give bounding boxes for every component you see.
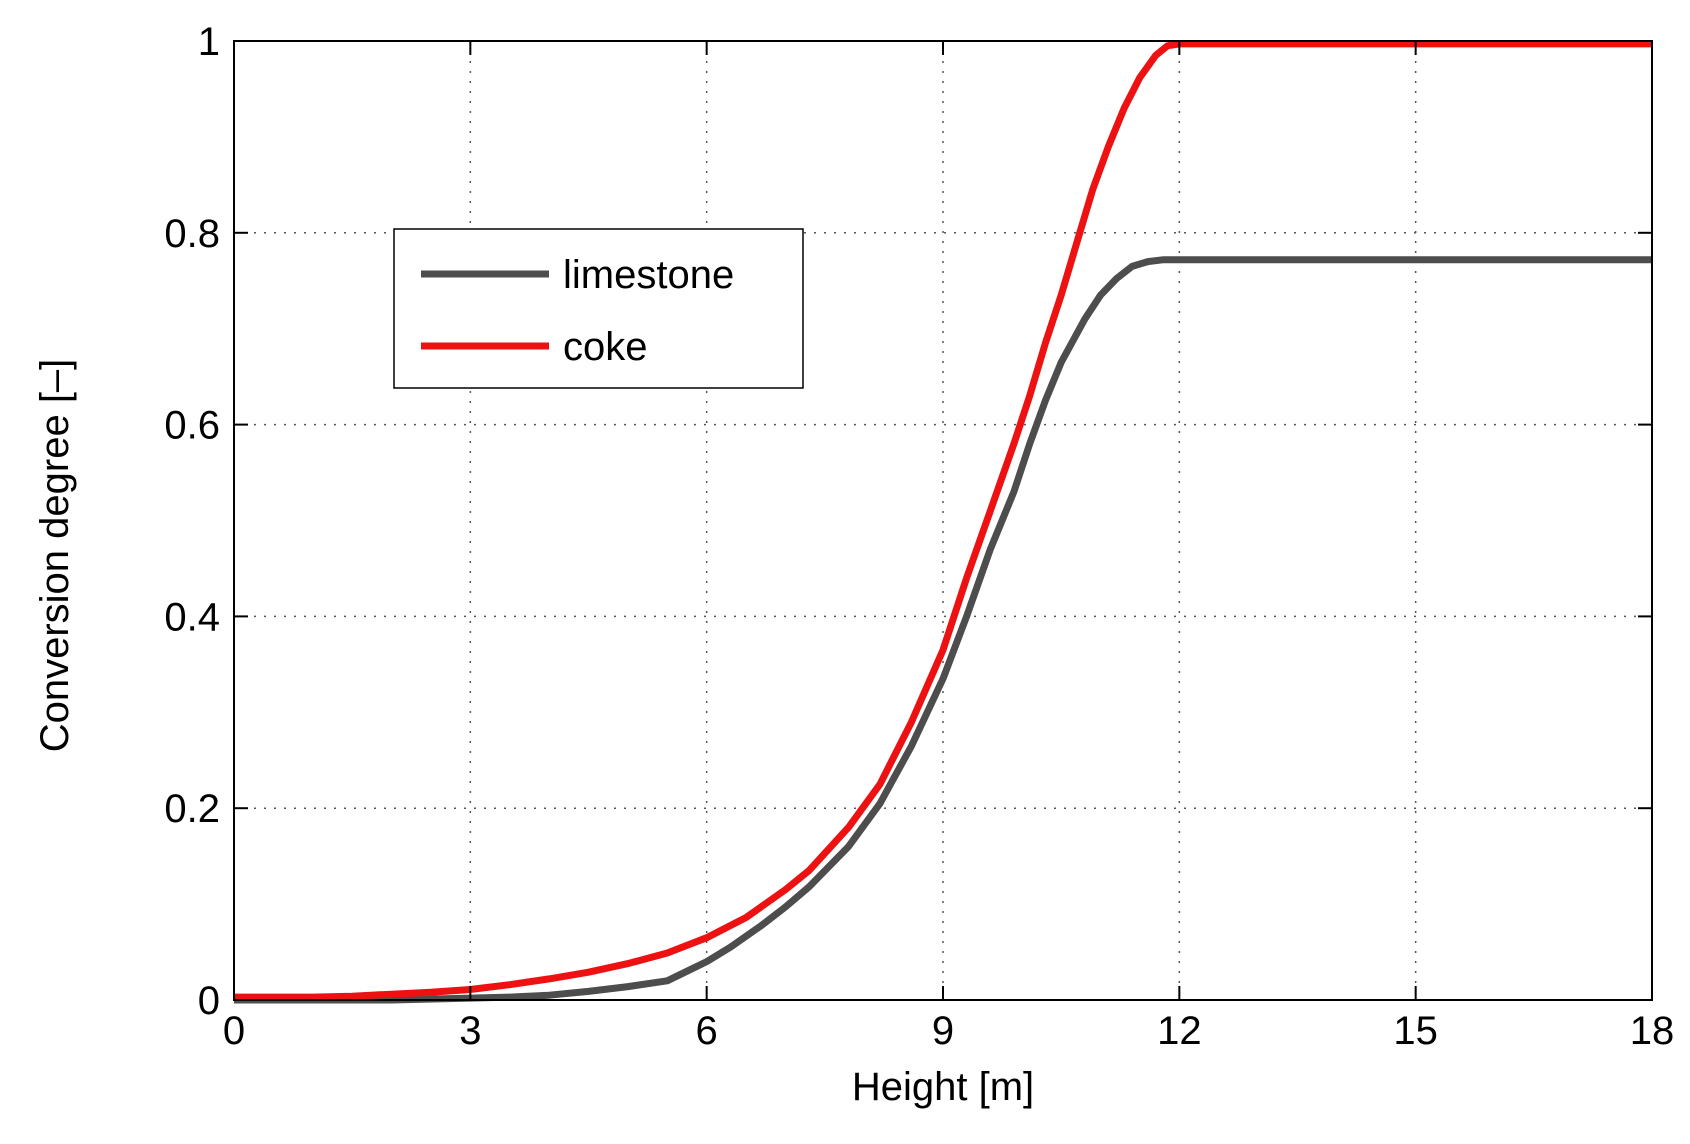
x-tick-label-0: 0 [223,1009,245,1053]
x-tick-label-9: 9 [932,1009,954,1053]
series-line-limestone [234,256,1652,1004]
x-tick-label-15: 15 [1393,1009,1438,1053]
legend: limestone coke [393,228,804,389]
plot-area [234,41,1652,1000]
tick-labels: 0 3 6 9 12 15 18 0 0.2 0.4 0.6 0.8 1 [164,20,1674,1053]
x-tick-label-18: 18 [1630,1009,1675,1053]
y-tick-label-0: 0 [198,979,220,1023]
x-tick-label-6: 6 [696,1009,718,1053]
y-axis-label: Conversion degree [–] [33,359,77,753]
legend-box [393,228,804,389]
y-tick-label-1: 1 [198,20,220,64]
y-tick-label-0.8: 0.8 [164,212,220,256]
x-axis-label: Height [m] [852,1065,1034,1109]
x-tick-label-3: 3 [459,1009,481,1053]
grid [234,41,1652,1000]
legend-label-limestone: limestone [563,253,734,297]
series-lines [234,40,1652,1004]
series-line-coke [234,40,1652,1001]
axis-ticks [233,40,1653,1001]
y-tick-label-0.4: 0.4 [164,595,220,639]
legend-label-coke: coke [563,325,648,369]
x-tick-label-12: 12 [1157,1009,1202,1053]
y-tick-label-0.2: 0.2 [164,787,220,831]
y-tick-label-0.6: 0.6 [164,404,220,448]
